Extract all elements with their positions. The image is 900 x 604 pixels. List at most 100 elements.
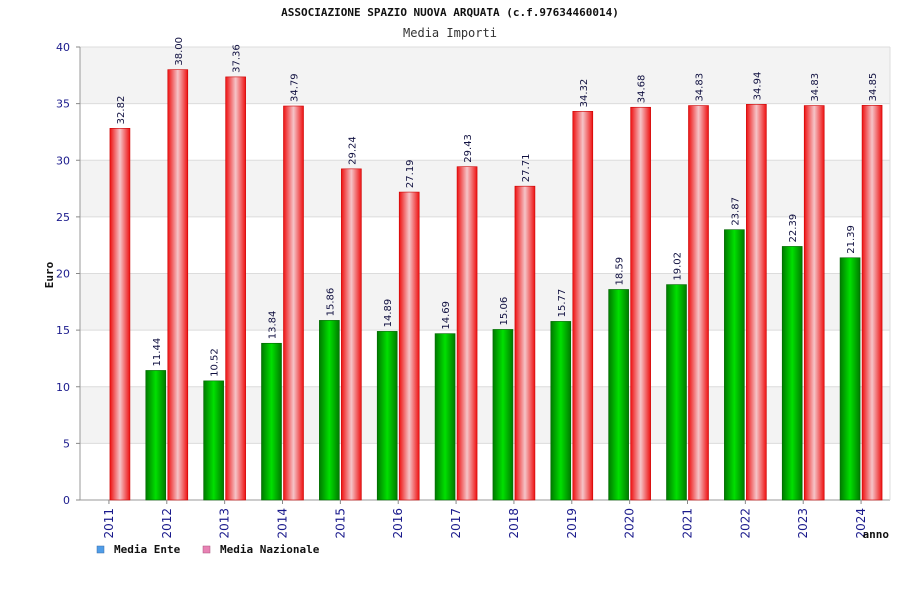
data-label-media-nazionale-2015: 29.24 (347, 136, 358, 165)
y-axis-ticks: 0 5 10 15 20 25 30 35 40 (56, 41, 80, 507)
bar-media-nazionale-2017 (456, 166, 478, 501)
data-label-media-ente-2019: 15.77 (557, 289, 568, 318)
legend-label-media-nazionale: Media Nazionale (220, 543, 320, 556)
plot-band (80, 160, 890, 217)
data-label-media-nazionale-2020: 34.68 (637, 75, 648, 104)
bar-media-ente-2018 (492, 329, 514, 501)
plot-band (80, 443, 890, 500)
bar-media-ente-2013 (203, 380, 224, 501)
y-tick-label: 15 (56, 324, 70, 337)
x-tick-label: 2016 (391, 508, 405, 539)
bar-media-nazionale-2020 (630, 106, 651, 501)
x-tick-label: 2019 (565, 508, 579, 539)
bar-media-ente-2019 (550, 321, 572, 501)
plot-band (80, 386, 890, 444)
chart-title: ASSOCIAZIONE SPAZIO NUOVA ARQUATA (c.f.9… (281, 6, 619, 19)
bar-media-ente-2014 (261, 342, 282, 501)
chart-subtitle: Media Importi (403, 26, 497, 40)
x-tick-label: 2021 (681, 508, 695, 539)
data-label-media-nazionale-2019: 34.32 (579, 79, 590, 108)
legend-swatch-media-ente (96, 545, 105, 554)
bar-media-ente-2015 (319, 320, 340, 501)
data-label-media-ente-2020: 18.59 (615, 257, 626, 286)
data-label-media-nazionale-2022: 34.94 (752, 72, 763, 101)
x-tick-label: 2014 (276, 508, 290, 539)
data-label-media-nazionale-2021: 34.83 (695, 73, 706, 102)
data-label-media-ente-2013: 10.52 (210, 348, 221, 377)
data-label-media-ente-2022: 23.87 (730, 197, 741, 226)
bar-media-nazionale-2024 (861, 105, 883, 501)
bar-media-ente-2016 (376, 331, 398, 501)
x-tick-label: 2012 (160, 508, 174, 539)
data-label-media-ente-2015: 15.86 (325, 288, 336, 317)
plot-band (80, 216, 890, 274)
data-label-media-nazionale-2013: 37.36 (232, 44, 243, 73)
x-tick-label: 2013 (218, 508, 232, 539)
bar-media-nazionale-2016 (398, 191, 420, 501)
bar-media-nazionale-2023 (803, 105, 825, 501)
data-label-media-nazionale-2024: 34.85 (868, 73, 879, 102)
bar-media-ente-2023 (781, 246, 803, 501)
y-tick-label: 10 (56, 381, 70, 394)
data-label-media-nazionale-2016: 27.19 (405, 159, 416, 188)
y-tick-label: 5 (63, 437, 70, 450)
y-tick-label: 35 (56, 98, 70, 111)
data-label-media-ente-2021: 19.02 (673, 252, 684, 281)
x-tick-label: 2017 (449, 508, 463, 539)
bar-media-ente-2017 (434, 333, 456, 501)
legend-swatch-media-nazionale (202, 545, 211, 554)
data-label-media-nazionale-2018: 27.71 (521, 154, 532, 183)
x-tick-label: 2023 (796, 508, 810, 539)
data-labels: 32.82 11.44 38.00 10.52 37.36 13.84 34.79 15.86… (116, 37, 879, 377)
bar-media-ente-2024 (839, 257, 861, 501)
y-tick-label: 0 (63, 494, 70, 507)
bar-media-ente-2020 (608, 289, 629, 501)
legend-label-media-ente: Media Ente (114, 543, 181, 556)
y-axis-label: Euro (43, 261, 56, 288)
bar-media-nazionale-2014 (283, 105, 304, 501)
data-label-media-ente-2018: 15.06 (499, 297, 510, 326)
data-label-media-ente-2016: 14.89 (383, 299, 394, 328)
bar-media-ente-2021 (666, 284, 687, 501)
plot-band (80, 273, 890, 331)
x-tick-label: 2020 (623, 508, 637, 539)
bar-media-ente-2022 (724, 229, 745, 501)
y-tick-label: 25 (56, 211, 70, 224)
data-label-media-nazionale-2011: 32.82 (116, 96, 127, 125)
x-tick-label: 2015 (333, 508, 347, 539)
data-label-media-nazionale-2023: 34.83 (810, 73, 821, 102)
bar-media-ente-2012 (145, 370, 167, 501)
data-label-media-ente-2014: 13.84 (268, 311, 279, 340)
legend: Media Ente Media Nazionale (96, 543, 320, 556)
x-tick-label: 2022 (738, 508, 752, 539)
data-label-media-ente-2017: 14.69 (441, 301, 452, 330)
bar-media-nazionale-2019 (572, 111, 594, 501)
x-tick-label: 2011 (102, 508, 116, 539)
y-tick-label: 40 (56, 41, 70, 54)
x-tick-label: 2024 (854, 508, 868, 539)
plot-band (80, 103, 890, 161)
bars (109, 69, 883, 501)
bar-media-nazionale-2011 (109, 128, 131, 501)
plot-band (80, 330, 890, 387)
plot-band (80, 47, 890, 104)
y-tick-label: 20 (56, 268, 70, 281)
bar-media-nazionale-2018 (514, 185, 536, 501)
bar-media-nazionale-2015 (341, 168, 362, 501)
data-label-media-nazionale-2017: 29.43 (463, 134, 474, 163)
data-label-media-ente-2024: 21.39 (846, 225, 857, 254)
x-axis-ticks: 2011 2012 2013 2014 2015 2016 2017 2018 2019 2020… (102, 500, 868, 539)
data-label-media-nazionale-2012: 38.00 (174, 37, 185, 66)
data-label-media-ente-2023: 22.39 (788, 214, 799, 243)
data-label-media-ente-2012: 11.44 (152, 338, 163, 367)
bar-media-nazionale-2013 (225, 76, 246, 501)
x-tick-label: 2018 (507, 508, 521, 539)
y-tick-label: 30 (56, 154, 70, 167)
data-label-media-nazionale-2014: 34.79 (290, 73, 301, 102)
x-axis-label: anno (863, 528, 890, 541)
bar-media-nazionale-2021 (688, 105, 709, 501)
bar-media-nazionale-2022 (746, 104, 767, 501)
bar-media-nazionale-2012 (167, 69, 189, 501)
